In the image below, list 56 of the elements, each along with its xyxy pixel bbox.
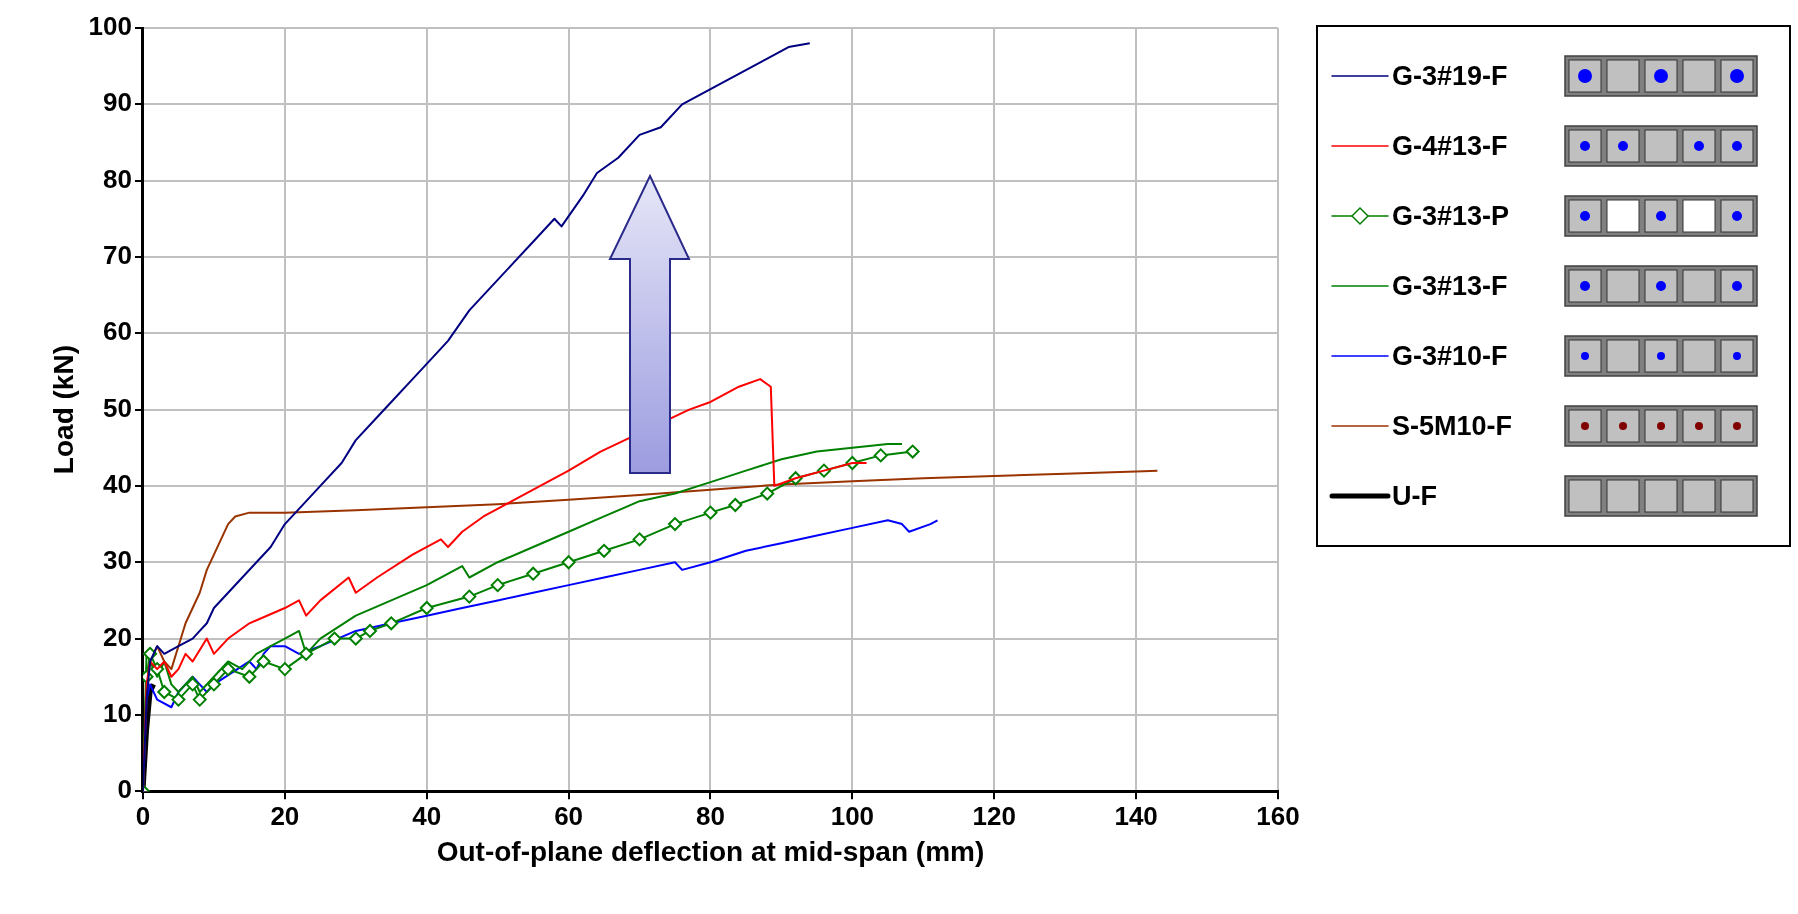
point	[873, 448, 888, 463]
x-tick-label: 160	[1256, 800, 1300, 831]
point	[597, 543, 612, 558]
legend-label: G-3#10-F	[1392, 340, 1509, 372]
point	[348, 631, 363, 646]
y-tick-label: 100	[88, 11, 132, 42]
y-tick-label: 30	[103, 545, 132, 576]
point	[157, 684, 172, 699]
point	[760, 486, 775, 501]
point	[384, 616, 399, 631]
y-tick-label: 40	[103, 469, 132, 500]
x-tick-label: 100	[830, 800, 875, 831]
y-tick-label: 0	[117, 774, 132, 805]
point	[419, 601, 434, 616]
y-axis-title: Load (kN)	[47, 345, 79, 475]
point	[462, 589, 477, 604]
point	[526, 566, 541, 581]
point	[362, 623, 377, 638]
point	[703, 505, 718, 520]
legend-label: G-3#13-P	[1392, 200, 1511, 232]
y-tick-label: 20	[103, 621, 132, 652]
x-tick-label: 20	[270, 800, 300, 831]
legend-label: G-3#13-F	[1392, 270, 1509, 302]
x-tick-label: 40	[412, 800, 442, 831]
legend-label: U-F	[1392, 480, 1438, 512]
point	[206, 677, 221, 692]
y-tick-label: 50	[103, 392, 132, 423]
x-tick-label: 80	[696, 800, 725, 831]
y-tick-label: 10	[103, 698, 132, 729]
point	[221, 662, 236, 677]
point	[185, 677, 200, 692]
y-tick-label: 70	[103, 240, 132, 271]
x-axis-title: Out-of-plane deflection at mid-span (mm)	[436, 835, 985, 867]
point	[632, 532, 647, 547]
point	[277, 662, 292, 677]
point	[299, 646, 314, 661]
x-tick-label: 60	[554, 800, 584, 831]
legend-label: G-4#13-F	[1392, 130, 1509, 162]
legend-label: G-3#19-F	[1392, 60, 1509, 92]
point	[905, 444, 920, 459]
point	[256, 654, 271, 669]
point	[668, 517, 683, 532]
point	[327, 631, 342, 646]
y-tick-label: 90	[103, 87, 132, 118]
legend-label: S-5M10-F	[1392, 410, 1514, 442]
y-tick-label: 60	[103, 316, 132, 347]
x-tick-label: 140	[1114, 800, 1158, 831]
point	[490, 578, 505, 593]
point	[242, 669, 257, 684]
x-tick-label: 0	[135, 800, 151, 831]
point	[171, 692, 186, 707]
point	[561, 555, 576, 570]
y-tick-label: 80	[103, 163, 132, 194]
point	[728, 498, 743, 512]
point	[192, 692, 207, 707]
x-tick-label: 120	[972, 800, 1016, 831]
